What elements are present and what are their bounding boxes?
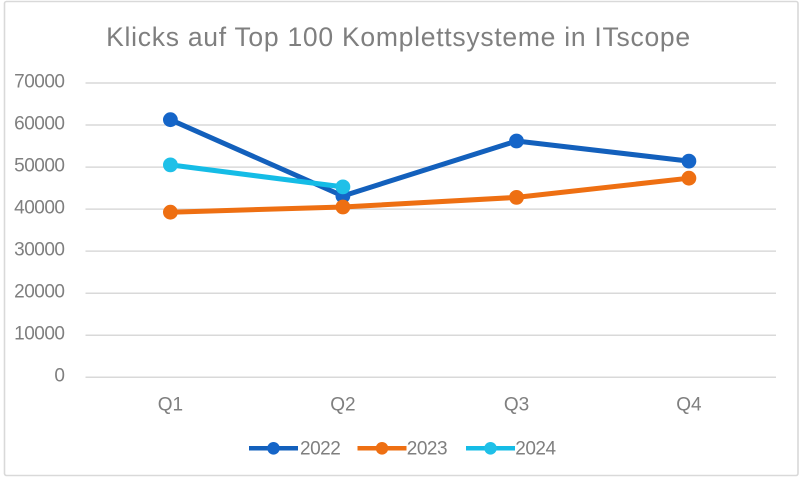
svg-text:0: 0: [54, 366, 64, 387]
svg-text:Q4: Q4: [676, 394, 702, 415]
svg-text:Q3: Q3: [504, 394, 529, 415]
svg-text:Klicks auf Top 100 Komplettsys: Klicks auf Top 100 Komplettsysteme in IT…: [106, 22, 691, 52]
svg-text:Q1: Q1: [158, 394, 183, 415]
svg-text:60000: 60000: [14, 113, 64, 134]
svg-text:2022: 2022: [300, 438, 340, 459]
svg-text:40000: 40000: [14, 198, 64, 219]
svg-text:10000: 10000: [14, 324, 64, 345]
svg-text:2024: 2024: [515, 438, 556, 459]
svg-text:2023: 2023: [407, 438, 447, 459]
svg-text:Q2: Q2: [330, 394, 355, 415]
svg-text:70000: 70000: [14, 71, 64, 92]
svg-text:50000: 50000: [14, 156, 64, 177]
svg-text:30000: 30000: [14, 240, 64, 261]
svg-text:20000: 20000: [14, 282, 64, 303]
